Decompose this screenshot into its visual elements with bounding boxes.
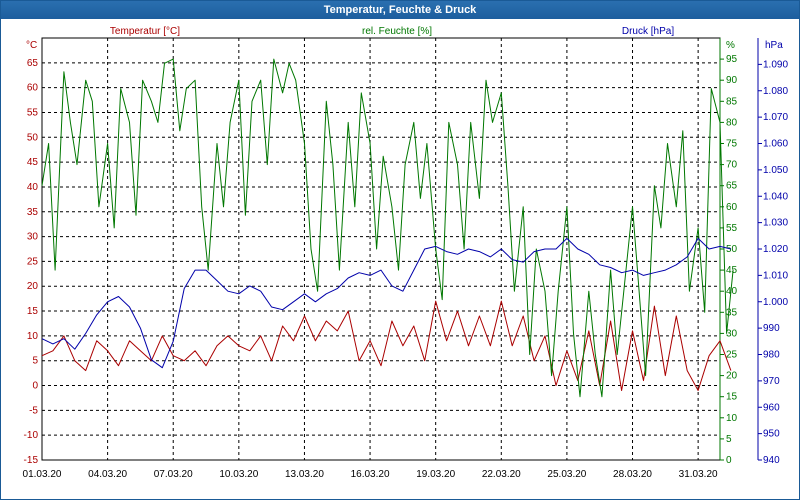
temp-tick-label: 35 [27,207,39,218]
pressure-tick-label: 1.080 [763,86,788,97]
x-tick-label: 25.03.20 [547,469,586,480]
x-tick-label: 22.03.20 [482,469,521,480]
humidity-tick-label: 90 [726,75,738,86]
pressure-tick-label: 1.060 [763,139,788,150]
chart-title: Temperatur, Feuchte & Druck [1,1,799,19]
pressure-tick-label: 970 [763,376,780,387]
x-tick-label: 04.03.20 [88,469,127,480]
humidity-tick-label: 80 [726,117,738,128]
temp-tick-label: 45 [27,157,39,168]
pressure-tick-label: 940 [763,455,780,466]
temp-tick-label: 40 [27,182,39,193]
temp-tick-label: 55 [27,107,39,118]
legend-item: Druck [hPa] [622,26,674,37]
x-tick-label: 16.03.20 [351,469,390,480]
x-tick-label: 28.03.20 [613,469,652,480]
pressure-tick-label: 980 [763,350,780,361]
pressure-tick-label: 1.010 [763,270,788,281]
pressure-tick-label: 1.090 [763,59,788,70]
temp-tick-label: 30 [27,232,39,243]
x-tick-label: 01.03.20 [23,469,62,480]
humidity-tick-label: 60 [726,202,738,213]
temp-tick-label: 10 [27,331,39,342]
temp-tick-label: 0 [32,381,38,392]
humidity-tick-label: 95 [726,54,738,65]
humidity-tick-label: 50 [726,244,738,255]
humidity-unit-label: % [726,40,735,51]
pressure-tick-label: 990 [763,323,780,334]
humidity-tick-label: 20 [726,371,738,382]
temp-tick-label: -5 [29,405,38,416]
humidity-tick-label: 35 [726,307,738,318]
series-line-temperature [41,300,732,391]
temp-tick-label: 60 [27,83,39,94]
humidity-tick-label: 45 [726,265,738,276]
temp-tick-label: -15 [24,455,39,466]
pressure-tick-label: 1.020 [763,244,788,255]
humidity-tick-label: 5 [726,434,732,445]
humidity-tick-label: 40 [726,286,738,297]
humidity-tick-label: 85 [726,96,738,107]
temp-tick-label: 5 [32,356,38,367]
pressure-tick-label: 1.000 [763,297,788,308]
humidity-tick-label: 0 [726,455,732,466]
temp-tick-label: 20 [27,281,39,292]
humidity-tick-label: 25 [726,350,738,361]
legend-item: Temperatur [°C] [110,26,180,37]
humidity-tick-label: 65 [726,181,738,192]
legend-item: rel. Feuchte [%] [362,26,432,37]
temp-tick-label: 25 [27,256,39,267]
pressure-tick-label: 950 [763,429,780,440]
pressure-tick-label: 1.040 [763,191,788,202]
pressure-tick-label: 1.070 [763,112,788,123]
x-tick-label: 31.03.20 [679,469,718,480]
pressure-unit-label: hPa [765,40,783,51]
temp-tick-label: 65 [27,58,39,69]
humidity-tick-label: 10 [726,413,738,424]
plot-area [41,37,721,461]
temp-tick-label: -10 [24,430,39,441]
humidity-tick-label: 15 [726,392,738,403]
series-line-humidity [41,58,734,398]
pressure-tick-label: 960 [763,402,780,413]
humidity-tick-label: 55 [726,223,738,234]
series-line-pressure [41,237,732,369]
x-tick-label: 10.03.20 [219,469,258,480]
x-tick-label: 19.03.20 [416,469,455,480]
temp-tick-label: 50 [27,132,39,143]
humidity-tick-label: 70 [726,160,738,171]
humidity-tick-label: 75 [726,139,738,150]
pressure-tick-label: 1.030 [763,218,788,229]
x-tick-label: 07.03.20 [154,469,193,480]
temp-unit-label: °C [26,40,37,51]
pressure-tick-label: 1.050 [763,165,788,176]
x-tick-label: 13.03.20 [285,469,324,480]
temp-tick-label: 15 [27,306,39,317]
humidity-tick-label: 30 [726,328,738,339]
